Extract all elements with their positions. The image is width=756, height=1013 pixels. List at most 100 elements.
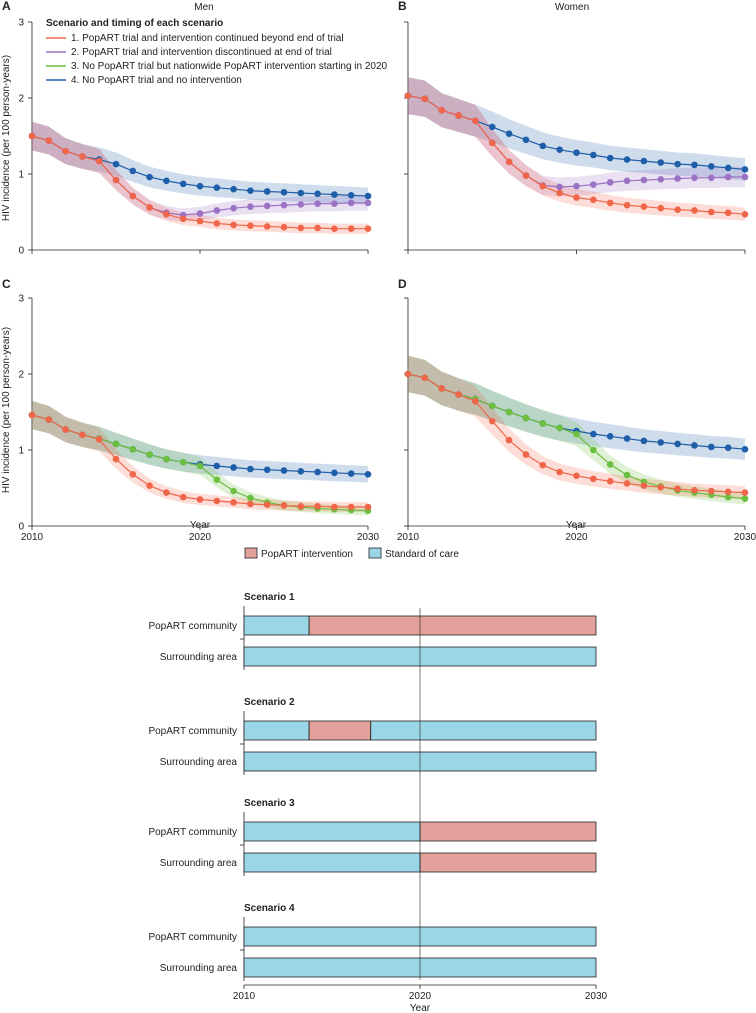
panel-b <box>404 21 749 254</box>
data-point <box>297 224 305 232</box>
data-point <box>45 416 53 423</box>
data-point <box>62 147 69 155</box>
panel-letter-b: B <box>398 0 407 13</box>
data-point <box>347 191 355 199</box>
data-point <box>539 182 547 190</box>
line-plots: 0 1 2 3 0 1 2 3 2010 2020 2030 2010 2020 2030 <box>18 18 756 544</box>
panel-d: 2010 2020 2030 <box>397 297 756 543</box>
timeline-segment <box>419 852 597 873</box>
data-point <box>28 411 36 419</box>
timeline-x-axis-label: Year <box>410 1003 431 1013</box>
y-tick-label: 0 <box>18 522 24 533</box>
data-point <box>741 489 749 496</box>
data-point <box>230 499 237 506</box>
timeline-legend-swatch-popart <box>244 547 258 559</box>
timeline-segment <box>370 720 597 741</box>
data-point <box>280 467 288 474</box>
data-point <box>708 174 715 182</box>
data-point <box>196 182 204 190</box>
y-tick-label: 1 <box>18 446 24 457</box>
data-point <box>606 433 614 440</box>
data-point <box>590 196 597 204</box>
data-point <box>472 398 479 405</box>
data-point <box>657 159 665 166</box>
panel-letter-a: A <box>2 0 11 13</box>
data-point <box>196 217 204 225</box>
timeline-x-tick-label: 2020 <box>409 991 432 1002</box>
legend-item-1: 1. PopART trial and intervention continu… <box>71 33 344 44</box>
data-point <box>213 497 221 505</box>
row-label: PopART community <box>148 621 237 632</box>
data-point <box>657 204 665 212</box>
data-point <box>28 132 36 140</box>
data-point <box>724 209 732 217</box>
row-label: Surrounding area <box>160 757 238 768</box>
data-point <box>674 206 681 214</box>
data-point <box>179 458 187 466</box>
data-point <box>556 183 563 191</box>
uncertainty-band <box>32 400 368 516</box>
data-point <box>314 468 321 476</box>
data-point <box>657 483 665 491</box>
uncertainty-band <box>32 121 368 222</box>
data-point <box>539 142 547 150</box>
data-point <box>347 503 355 511</box>
data-point <box>79 153 86 160</box>
data-point <box>505 408 513 416</box>
data-point <box>146 173 153 181</box>
timeline-segment <box>419 821 597 842</box>
scenario-title: Scenario 1 <box>244 592 295 603</box>
data-point <box>247 500 254 508</box>
data-point <box>590 475 597 483</box>
data-point <box>263 188 271 195</box>
data-point <box>280 201 288 209</box>
data-point <box>364 225 372 233</box>
legend-item-2: 2. PopART trial and intervention discont… <box>71 47 332 58</box>
data-point <box>674 160 681 168</box>
data-point <box>556 468 563 476</box>
data-point <box>297 189 305 197</box>
data-point <box>314 502 321 510</box>
data-point <box>488 123 496 131</box>
uncertainty-band <box>408 355 745 460</box>
data-point <box>230 464 237 471</box>
data-point <box>674 485 681 493</box>
data-point <box>556 424 563 432</box>
data-point <box>573 472 580 480</box>
y-axis-label-bottom: HIV incidence (per 100 person-years) <box>1 327 12 493</box>
data-point <box>657 439 665 446</box>
timeline-x-tick-label: 2010 <box>233 991 256 1002</box>
scenario-1: Scenario 1 PopART community Surrounding ar… <box>148 592 597 670</box>
data-point <box>247 222 254 229</box>
x-tick-label: 2030 <box>357 532 380 543</box>
uncertainty-band <box>32 400 368 483</box>
data-point <box>297 502 305 510</box>
data-point <box>163 455 170 463</box>
timeline-segment <box>243 852 421 873</box>
data-point <box>539 461 547 469</box>
timeline-segment <box>308 720 372 741</box>
data-point <box>196 462 204 470</box>
data-point <box>129 192 137 200</box>
x-tick-label: 2030 <box>734 532 756 543</box>
data-point <box>488 417 496 425</box>
data-point <box>724 493 732 501</box>
data-point <box>640 437 648 445</box>
data-point <box>112 176 120 184</box>
timeline-segment <box>308 615 597 636</box>
scenario-timeline: Scenario 1 PopART community Surrounding ar… <box>148 592 607 1013</box>
data-point <box>623 480 631 487</box>
scenario-title: Scenario 3 <box>244 798 295 809</box>
legend-title: Scenario and timing of each scenario <box>46 18 223 29</box>
data-point <box>247 203 254 210</box>
data-point <box>112 455 120 463</box>
data-point <box>556 189 563 197</box>
y-tick-label: 2 <box>18 94 24 105</box>
data-point <box>606 461 614 468</box>
data-point <box>691 207 698 214</box>
data-point <box>606 199 614 207</box>
data-point <box>640 203 648 210</box>
panel-letter-d: D <box>398 277 407 291</box>
data-point <box>741 495 749 502</box>
panel-c: 0 1 2 3 2010 2020 2030 <box>18 294 379 544</box>
